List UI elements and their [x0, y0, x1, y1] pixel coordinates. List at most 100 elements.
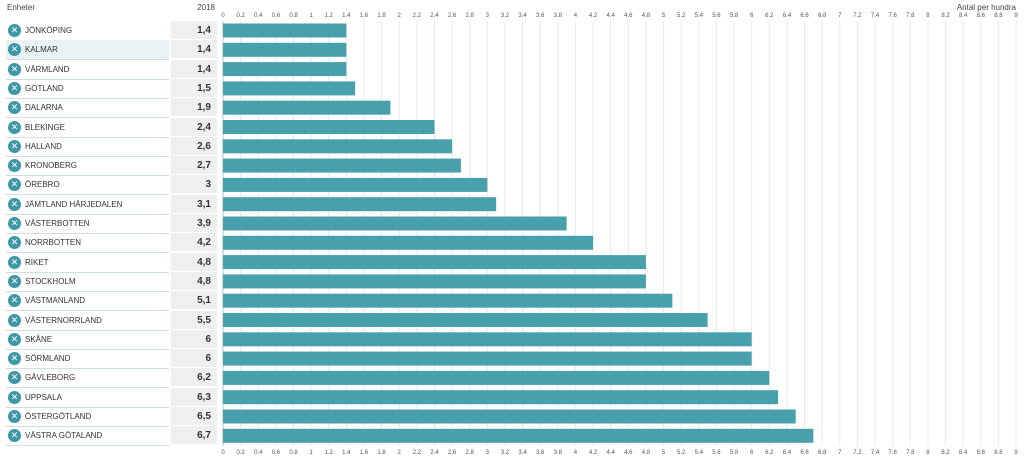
region-value: 4,8: [171, 271, 217, 291]
close-icon[interactable]: ✕: [8, 159, 21, 173]
table-row[interactable]: ✕ SÖRMLAND 6: [6, 349, 219, 370]
region-name: ÖREBRO: [25, 180, 60, 190]
x-tick-label-bottom: 4.8: [642, 450, 651, 456]
x-tick-label-bottom: 5.8: [730, 450, 739, 456]
x-tick-label-top: 1.2: [325, 13, 334, 19]
table-row[interactable]: ✕ BLEKINGE 2,4: [6, 117, 219, 138]
x-tick-label-bottom: 3.6: [536, 450, 545, 456]
x-tick-label-bottom: 8.4: [959, 450, 968, 456]
close-icon[interactable]: ✕: [8, 101, 21, 115]
table-row[interactable]: ✕ VÄSTERBOTTEN 3,9: [6, 214, 219, 234]
close-icon[interactable]: ✕: [8, 178, 21, 192]
table-row[interactable]: ✕ STOCKHOLM 4,8: [6, 271, 219, 292]
x-tick-label-bottom: 4.2: [589, 450, 598, 456]
x-tick-label-bottom: 8.6: [977, 450, 986, 456]
close-icon[interactable]: ✕: [8, 197, 21, 211]
x-tick-label-top: 8.8: [994, 13, 1003, 19]
region-name: VÄSTMANLAND: [25, 296, 86, 306]
close-icon[interactable]: ✕: [8, 371, 21, 385]
close-icon[interactable]: ✕: [8, 274, 21, 288]
table-row[interactable]: ✕ KALMAR 1,4: [6, 40, 219, 61]
close-icon[interactable]: ✕: [8, 62, 21, 76]
close-icon[interactable]: ✕: [8, 217, 21, 230]
close-icon[interactable]: ✕: [8, 120, 21, 134]
table-row[interactable]: ✕ NORRBOTTEN 4,2: [6, 233, 219, 254]
close-icon[interactable]: ✕: [8, 43, 21, 57]
table-row[interactable]: ✕ HALLAND 2,6: [6, 136, 219, 157]
region-value: 1,9: [171, 98, 217, 118]
region-value: 6: [171, 329, 217, 349]
x-tick-label-top: 8.4: [959, 13, 968, 19]
close-icon[interactable]: ✕: [8, 352, 21, 366]
bar: [223, 216, 567, 231]
x-tick-label-top: 2.4: [430, 13, 439, 19]
x-tick-label-bottom: 4.6: [624, 450, 633, 456]
table-row[interactable]: ✕ VÄSTMANLAND 5,1: [6, 291, 219, 312]
region-name: DALARNA: [25, 103, 63, 113]
x-tick-label-bottom: 2.2: [413, 450, 422, 456]
x-tick-label-bottom: 7.8: [906, 450, 915, 456]
x-tick-label-bottom: 9: [1014, 450, 1018, 456]
table-row[interactable]: ✕ GÄVLEBORG 6,2: [6, 368, 219, 389]
x-tick-label-bottom: 0.4: [254, 450, 263, 456]
x-tick-label-top: 3: [486, 13, 490, 19]
table-row[interactable]: ✕ RIKET 4,8: [6, 252, 219, 273]
x-tick-label-top: 4: [574, 13, 578, 19]
region-value: 1,4: [171, 40, 217, 60]
x-tick-label-bottom: 6.8: [818, 450, 827, 456]
region-value: 3,9: [171, 214, 217, 233]
table-row[interactable]: ✕ GOTLAND 1,5: [6, 78, 219, 99]
region-value: 6,5: [171, 407, 217, 426]
x-tick-label-top: 9: [1014, 13, 1018, 19]
x-tick-label-top: 7: [838, 13, 842, 19]
close-icon[interactable]: ✕: [8, 390, 21, 404]
x-tick-label-bottom: 8.2: [941, 450, 950, 456]
close-icon[interactable]: ✕: [8, 313, 21, 327]
x-tick-label-top: 4.6: [624, 13, 633, 19]
x-tick-label-top: 0.8: [289, 13, 298, 19]
table-row[interactable]: ✕ ÖREBRO 3: [6, 175, 219, 196]
region-name-cell: ✕ UPPSALA: [6, 388, 169, 408]
region-name-cell: ✕ VÄRMLAND: [6, 60, 169, 80]
table-row[interactable]: ✕ DALARNA 1,9: [6, 98, 219, 119]
table-row[interactable]: ✕ UPPSALA 6,3: [6, 387, 219, 408]
table-row[interactable]: ✕ VÄSTERNORRLAND 5,5: [6, 310, 219, 331]
x-tick-label-top: 2.6: [448, 13, 457, 19]
close-icon[interactable]: ✕: [8, 429, 21, 443]
region-name-cell: ✕ VÄSTERNORRLAND: [6, 311, 169, 331]
table-row[interactable]: ✕ JÄMTLAND HÄRJEDALEN 3,1: [6, 194, 219, 215]
close-icon[interactable]: ✕: [8, 294, 21, 308]
close-icon[interactable]: ✕: [8, 332, 21, 346]
table-row[interactable]: ✕ KRONOBERG 2,7: [6, 156, 219, 177]
bar: [223, 370, 770, 385]
close-icon[interactable]: ✕: [8, 81, 21, 95]
close-icon[interactable]: ✕: [8, 410, 21, 423]
region-name-cell: ✕ SÖRMLAND: [6, 349, 169, 370]
x-tick-label-bottom: 7.2: [853, 450, 862, 456]
region-name-cell: ✕ VÄSTERBOTTEN: [6, 214, 169, 234]
x-tick-label-top: 6.6: [800, 13, 809, 19]
table-row[interactable]: ✕ SKÅNE 6: [6, 329, 219, 350]
bar: [223, 293, 673, 308]
close-icon[interactable]: ✕: [8, 236, 21, 250]
region-name-cell: ✕ ÖSTERGÖTLAND: [6, 407, 169, 427]
x-tick-label-top: 2.8: [466, 13, 475, 19]
region-name: JÖNKÖPING: [25, 26, 73, 35]
x-tick-label-top: 4.4: [607, 13, 616, 19]
close-icon[interactable]: ✕: [8, 139, 21, 153]
table-row[interactable]: ✕ ÖSTERGÖTLAND 6,5: [6, 407, 219, 427]
region-name: GOTLAND: [25, 83, 64, 93]
table-row[interactable]: ✕ VÄRMLAND 1,4: [6, 59, 219, 80]
x-tick-label-top: 6.4: [783, 13, 792, 19]
x-tick-label-bottom: 0.8: [289, 450, 298, 456]
x-tick-label-bottom: 2: [398, 450, 402, 456]
x-tick-label-bottom: 3.4: [518, 450, 527, 456]
region-name: BLEKINGE: [25, 122, 66, 132]
bar: [223, 100, 391, 115]
x-tick-label-top: 3.4: [518, 13, 527, 19]
x-tick-label-top: 7.8: [906, 13, 915, 19]
table-row[interactable]: ✕ VÄSTRA GÖTALAND 6,7: [6, 426, 219, 447]
close-icon[interactable]: ✕: [8, 24, 21, 37]
region-value: 2,6: [171, 136, 217, 156]
close-icon[interactable]: ✕: [8, 255, 21, 269]
